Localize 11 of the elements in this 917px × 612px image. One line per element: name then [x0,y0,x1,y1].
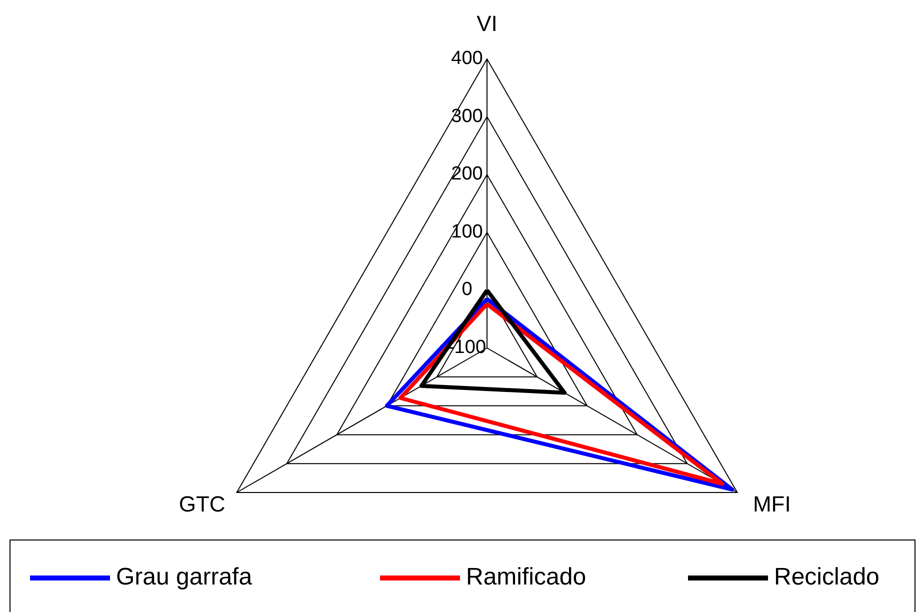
legend-label: Ramificado [466,563,586,590]
spoke-label: GTC [178,491,226,516]
y-tick-label: 100 [451,221,483,242]
spoke-label: MFI [752,491,791,516]
legend-label: Reciclado [774,563,880,590]
y-tick-label: 0 [462,279,472,300]
legend-label: Grau garrafa [116,563,253,590]
y-tick-label: 200 [451,164,483,185]
spoke-label: VI [476,10,498,36]
y-tick-label: 300 [451,106,483,127]
y-tick-label: 400 [451,48,483,70]
